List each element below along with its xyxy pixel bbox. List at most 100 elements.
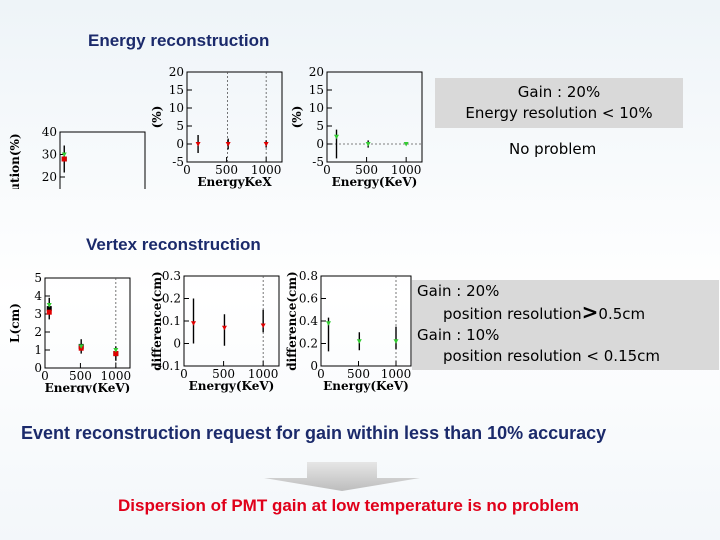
y-tick-label: 20 [42,170,57,184]
data-point [365,142,371,147]
plot-frame [326,71,423,163]
x-tick-label: 1000 [248,367,279,381]
y-tick-label: 2 [34,325,42,339]
x-axis-label: Energy(KeV) [323,379,409,393]
chart-vertex-difference-20: -0.100.10.20.30 500 1000Energy(KeV)differe… [150,269,280,393]
data-point [61,156,67,162]
plot-frame [183,275,280,367]
data-point [263,142,269,147]
y-axis-label: (%) [290,106,304,129]
x-tick-label: 1000 [251,163,282,177]
data-point [221,325,227,331]
greater-than-symbol: > [581,300,599,324]
vertex-resolution-10-text: position resolution < 0.15cm [443,347,661,365]
x-tick-label: 500 [355,163,378,177]
data-point [393,339,399,344]
conclusion-text: Dispersion of PMT gain at low temperatur… [118,496,579,515]
energy-resolution-text: Energy resolution < 10% [465,104,653,122]
y-tick-label: 10 [169,101,184,115]
data-point [326,321,331,326]
y-tick-label: 0.3 [162,269,181,283]
y-tick-label: 0 [316,137,324,151]
data-point [356,339,362,344]
y-tick-label: 15 [309,83,324,97]
y-tick-label: 0.2 [162,292,181,306]
x-axis-label: EnergyKeX [197,175,272,189]
y-tick-label: 0.6 [299,292,318,306]
y-axis-label: difference(cm) [150,271,164,370]
y-axis-label: Reslution(%) [8,133,22,189]
event-reconstruction-text: Event reconstruction request for gain wi… [21,423,607,443]
data-point [46,306,52,312]
y-tick-label: 20 [309,65,324,79]
down-arrow-icon [264,462,420,491]
x-tick-label: 1000 [381,367,412,381]
y-tick-label: 0 [34,361,42,375]
y-tick-label: 40 [42,125,57,139]
y-axis-label: difference(cm) [285,271,299,370]
energy-section-title: Energy reconstruction [88,31,270,50]
vertex-resolution-20-value: 0.5cm [598,305,646,323]
y-tick-label: 0.2 [299,337,318,351]
plot-frame [186,71,283,163]
data-point [46,303,52,308]
data-point [403,142,409,147]
vertex-resolution-20-text: position resolution [443,305,582,323]
data-point [46,309,52,315]
energy-gain-text: Gain : 20% [517,83,601,101]
y-tick-label: 10 [309,101,324,115]
x-tick-label: 500 [69,369,92,383]
data-point [191,321,196,326]
x-axis-label: Energy(KeV) [45,381,131,393]
x-tick-label: 500 [215,163,238,177]
y-axis-label: (%) [150,106,164,129]
plot-frame [320,275,412,367]
y-axis-label: L(cm) [8,303,22,343]
data-point [61,152,67,157]
vertex-gain-10-text: Gain : 10% [417,326,500,344]
data-point [334,134,339,140]
data-point [260,323,266,328]
data-point [113,348,119,353]
y-tick-label: 0.1 [162,314,181,328]
y-tick-label: 15 [169,83,184,97]
x-tick-label: 1000 [391,163,422,177]
y-tick-label: -5 [172,155,184,169]
vertex-section-title: Vertex reconstruction [86,235,261,254]
y-tick-label: -0.1 [158,359,181,373]
vertex-gain-20-text: Gain : 20% [417,282,500,300]
x-axis-label: Energy(KeV) [189,379,275,393]
data-point [225,142,231,147]
data-point [113,351,119,357]
data-point [78,344,84,349]
y-tick-label: 5 [316,119,324,133]
chart-energy-resolution: 01020304005001000Energy(KeV)Reslution(%) [8,125,146,189]
x-tick-label: 500 [347,367,370,381]
vertex-info-box: Gain : 20% position resolution>0.5cm Gai… [412,280,719,370]
y-tick-label: -5 [312,155,324,169]
y-tick-label: 0.4 [299,314,318,328]
y-tick-label: 30 [42,148,57,162]
plot-frame [59,131,146,189]
y-tick-label: 20 [169,65,184,79]
y-tick-label: 0.8 [299,269,318,283]
x-axis-label: Energy(KeV) [332,175,418,189]
y-tick-label: 5 [176,119,184,133]
x-tick-label: 1000 [101,369,132,383]
x-tick-label: 500 [212,367,235,381]
y-tick-label: 1 [34,343,42,357]
y-tick-label: 3 [34,307,42,321]
energy-info-box: Gain : 20% Energy resolution < 10% [435,78,683,128]
y-tick-label: 0 [176,137,184,151]
x-tick-label: 0 [180,367,188,381]
data-point [195,142,201,147]
x-tick-label: 0 [323,163,331,177]
energy-note: No problem [509,140,597,158]
y-tick-label: 4 [34,289,42,303]
y-tick-label: 0 [310,359,318,373]
plot-frame [44,277,131,369]
x-tick-label: 0 [41,369,49,383]
